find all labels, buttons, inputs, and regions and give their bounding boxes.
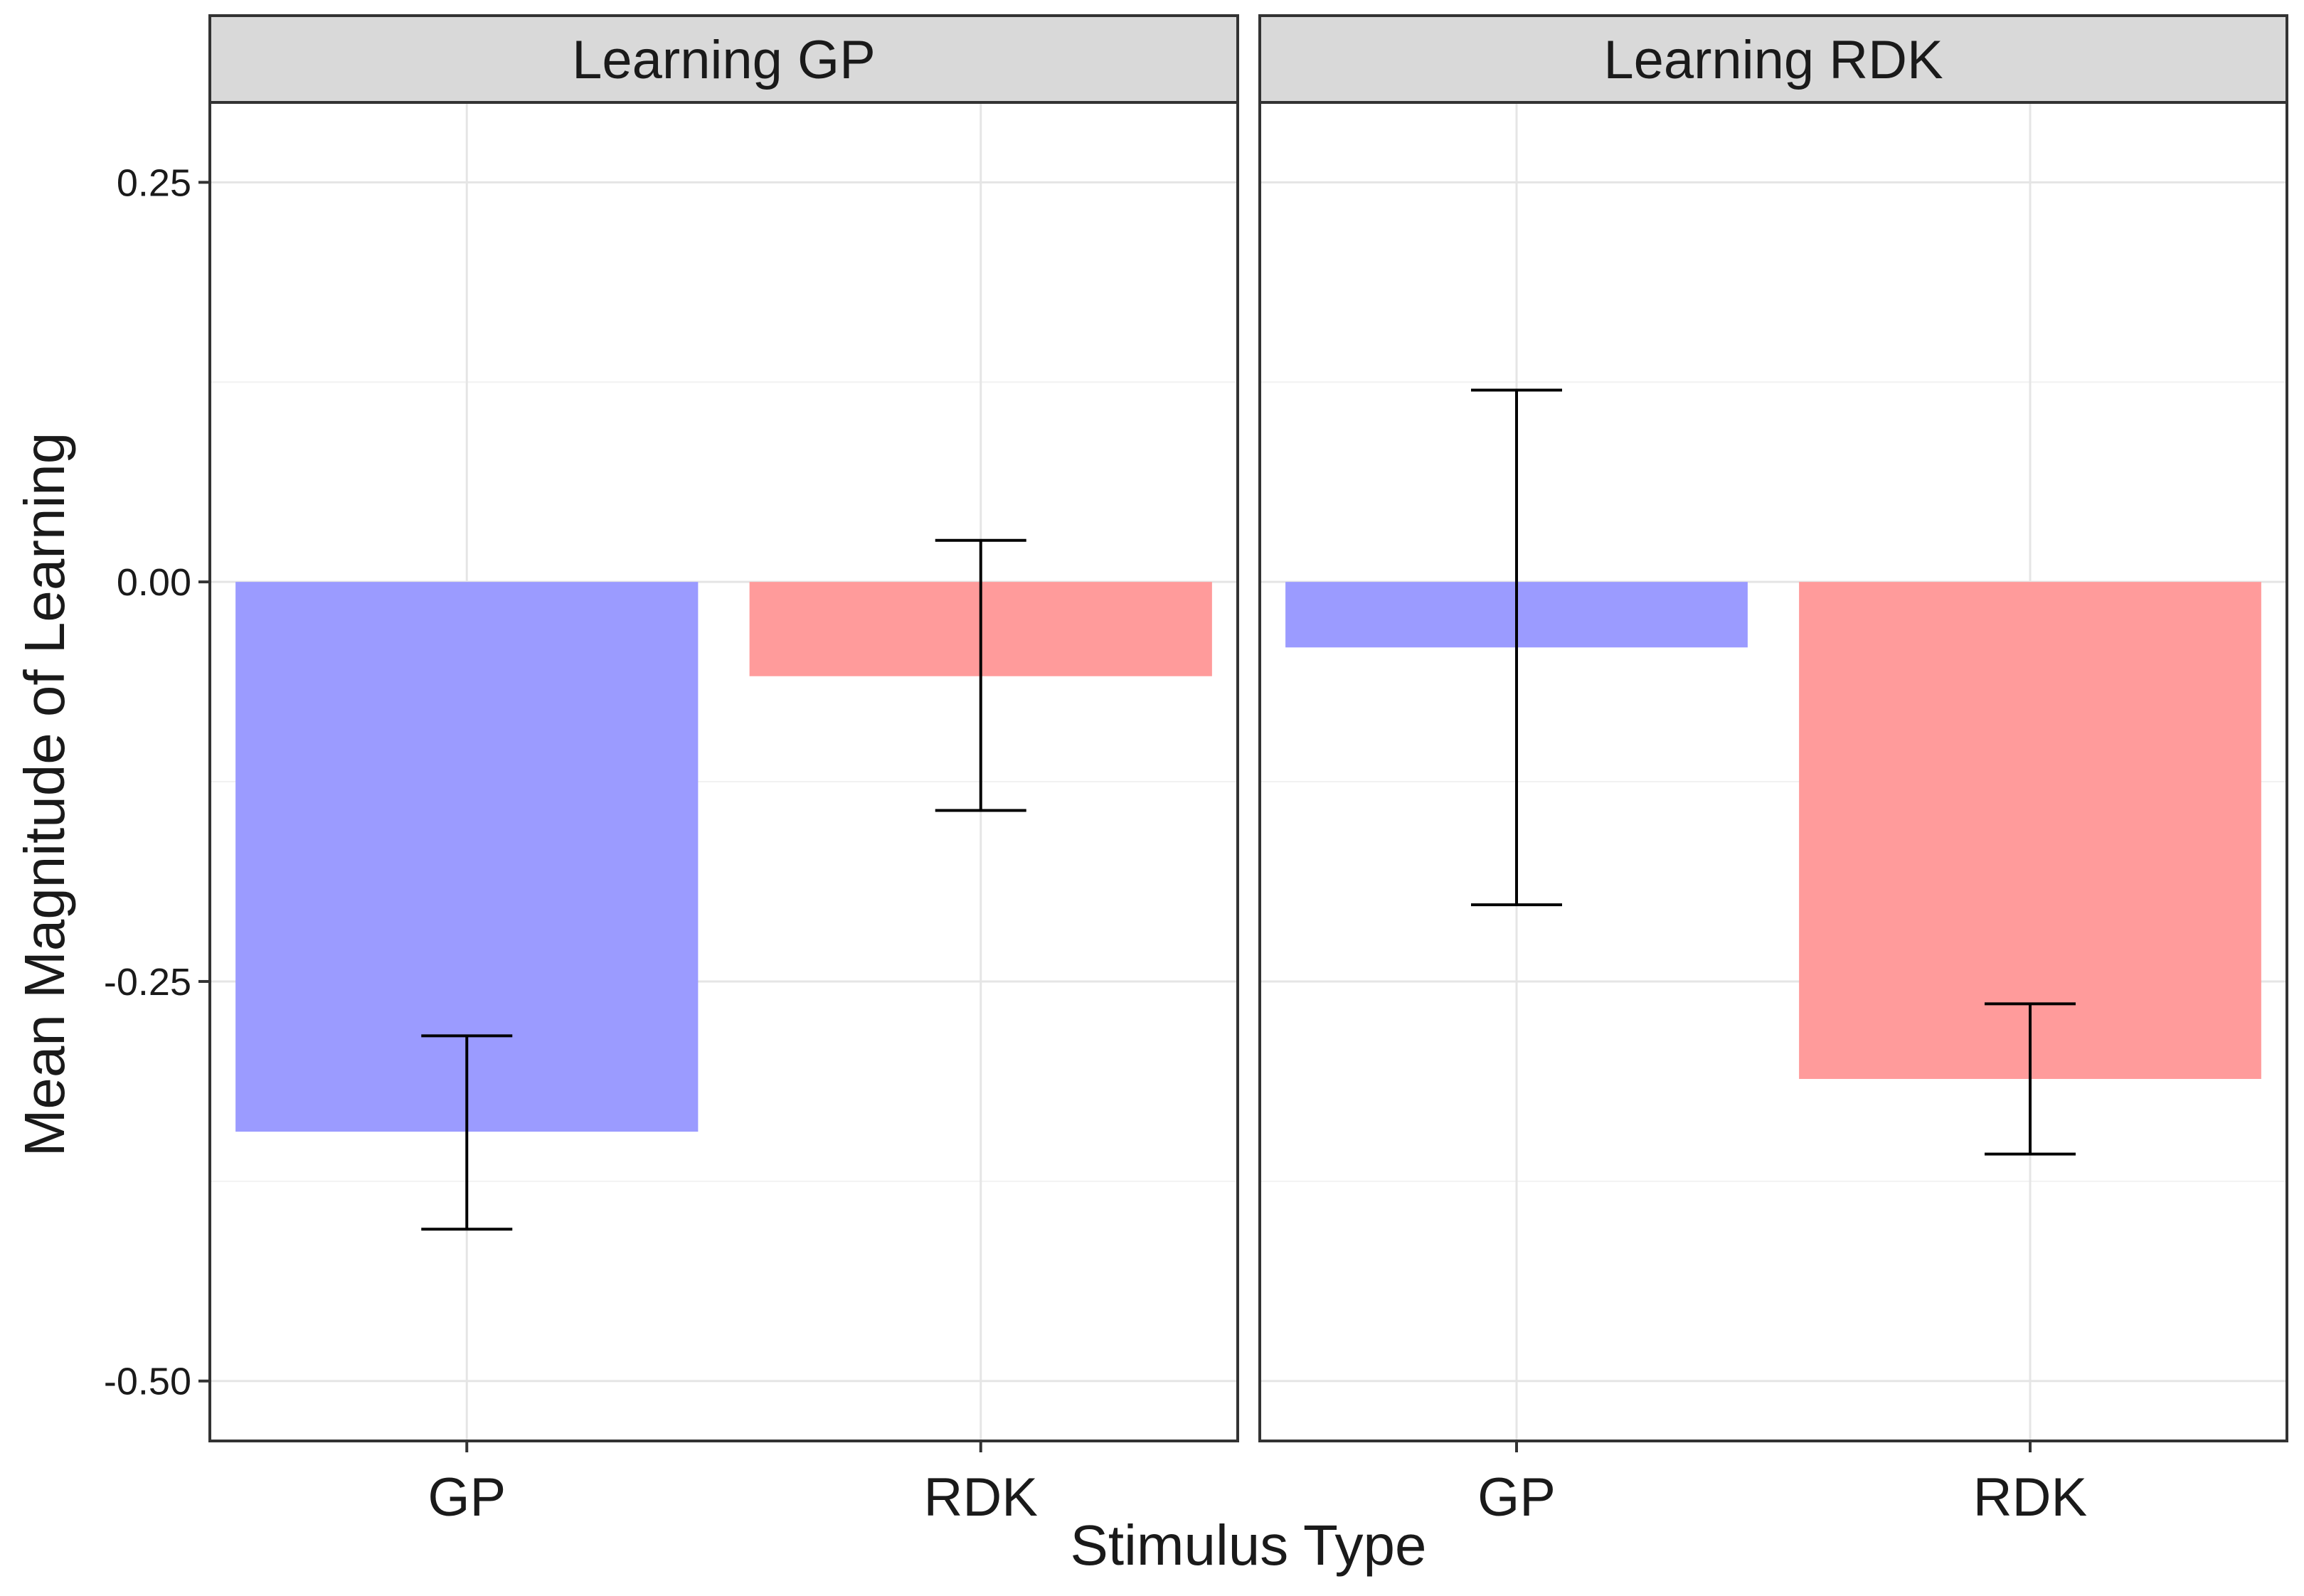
panel-2: Learning RDK GP RDK <box>1258 14 2288 1528</box>
x-tick-label: GP <box>1477 1467 1556 1528</box>
facet-title: Learning GP <box>572 30 876 90</box>
error-bar-gp <box>1471 388 1562 907</box>
y-tick-label: 0.25 <box>117 161 191 204</box>
bar-rdk <box>1799 582 2261 1080</box>
panels: Learning GP GP RDK Learning RDK GP RDK <box>208 14 2288 1528</box>
x-tick-label: GP <box>428 1467 506 1528</box>
error-bar-rdk <box>935 538 1026 812</box>
x-tick-label: RDK <box>1973 1467 2087 1528</box>
x-axis-title: Stimulus Type <box>1071 1513 1427 1577</box>
y-tick-label: -0.25 <box>104 961 191 1004</box>
facet-strip <box>1258 14 2288 104</box>
x-tick-label: RDK <box>924 1467 1038 1528</box>
y-tick-label: -0.50 <box>104 1361 191 1403</box>
y-axis-title: Mean Magnitude of Learning <box>13 432 76 1156</box>
facet-strip <box>208 14 1239 104</box>
facet-title: Learning RDK <box>1603 30 1943 90</box>
y-axis: 0.25 0.00 -0.25 -0.50 <box>104 161 210 1403</box>
error-bar-rdk <box>1985 1002 2076 1156</box>
y-tick-label: 0.00 <box>117 561 191 604</box>
panel-1: Learning GP GP RDK <box>208 14 1239 1528</box>
error-bar-gp <box>421 1034 513 1231</box>
